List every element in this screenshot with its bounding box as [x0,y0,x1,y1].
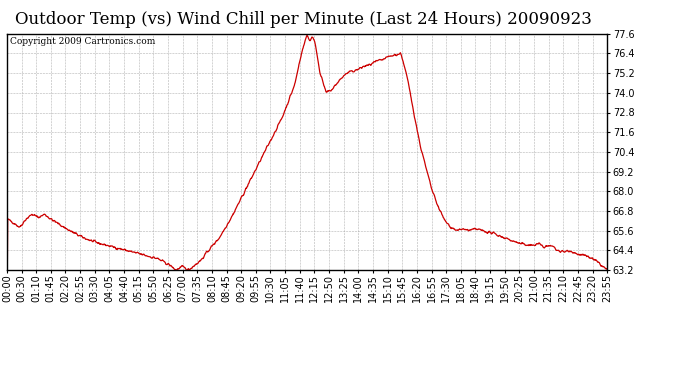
Text: Copyright 2009 Cartronics.com: Copyright 2009 Cartronics.com [10,37,155,46]
Text: Outdoor Temp (vs) Wind Chill per Minute (Last 24 Hours) 20090923: Outdoor Temp (vs) Wind Chill per Minute … [15,11,592,28]
